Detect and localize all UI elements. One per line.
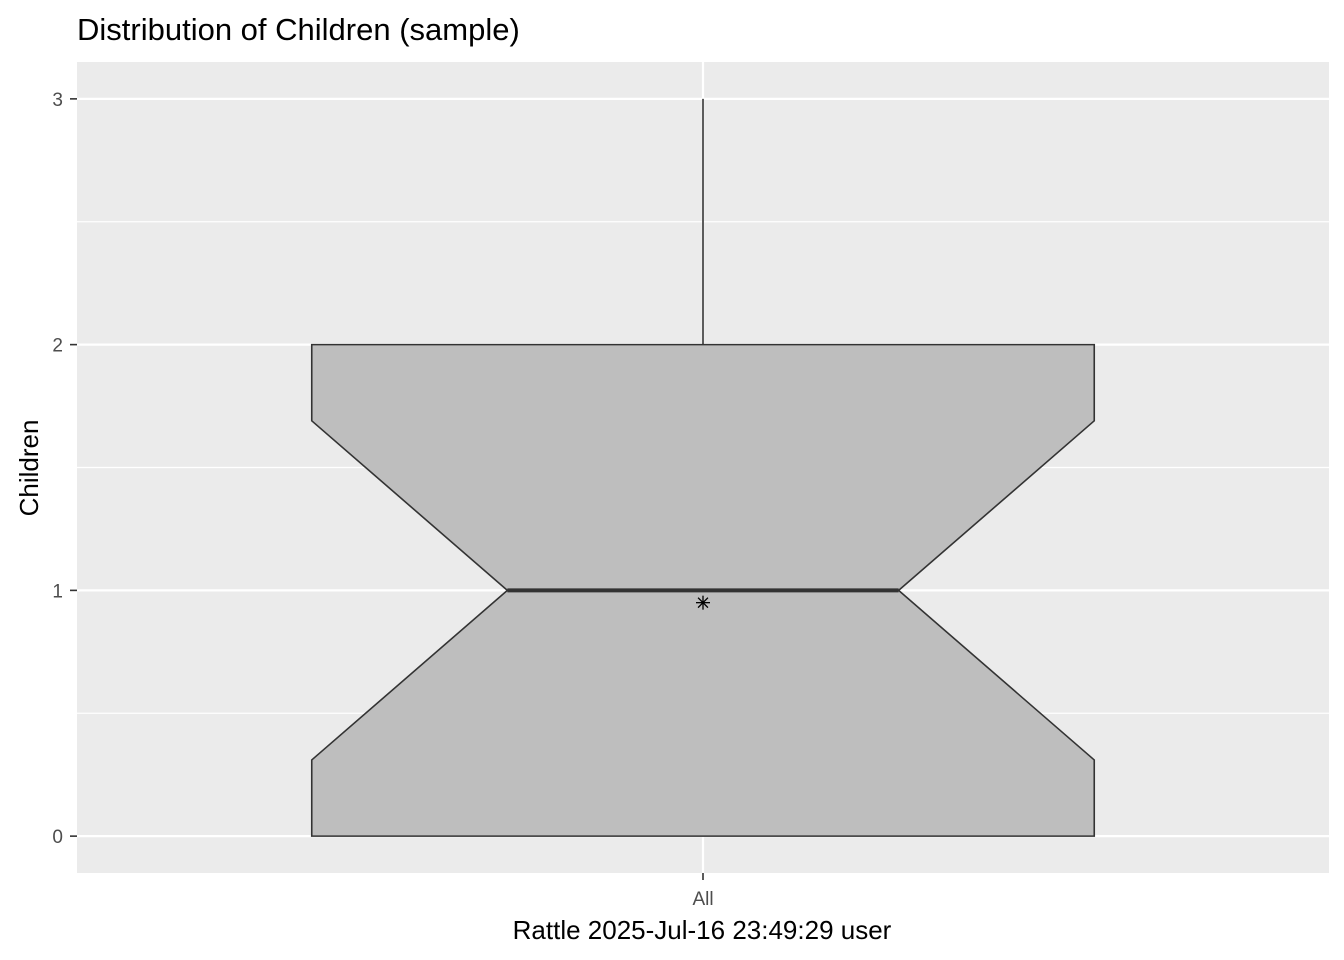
- y-tick-label: 3: [52, 90, 63, 111]
- y-tick-label: 1: [52, 581, 63, 602]
- mean-marker-stroke: [697, 597, 709, 609]
- chart-title: Distribution of Children (sample): [77, 12, 520, 47]
- x-axis-caption: Rattle 2025-Jul-16 23:49:29 user: [513, 915, 892, 945]
- mean-marker: [696, 595, 710, 610]
- y-tick-label: 2: [52, 336, 63, 357]
- y-axis: 0 1 2 3: [52, 90, 77, 848]
- x-axis: All: [692, 873, 714, 910]
- x-tick-label: All: [692, 889, 713, 910]
- y-axis-title: Children: [14, 420, 44, 517]
- y-tick-label: 0: [52, 827, 63, 848]
- box-layer: [310, 98, 1096, 837]
